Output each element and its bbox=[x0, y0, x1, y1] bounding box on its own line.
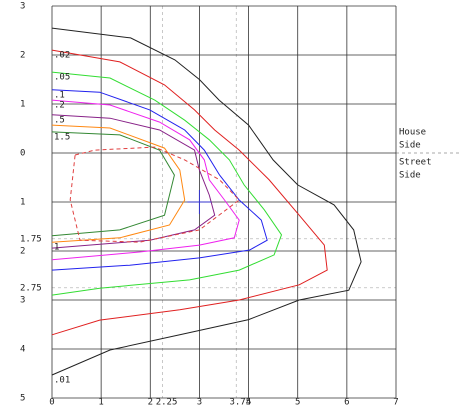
side-label: Side bbox=[399, 141, 421, 151]
contour-label: .2 bbox=[54, 101, 65, 111]
contour-label: .02 bbox=[54, 51, 70, 61]
contour-line bbox=[51, 27, 362, 376]
contour-line bbox=[51, 71, 283, 296]
contour-label: .5 bbox=[54, 115, 65, 125]
y-tick-label: 0 bbox=[20, 149, 25, 159]
x-tick-label: 6 bbox=[344, 398, 349, 405]
contour-line bbox=[51, 114, 216, 249]
x-tick-label: 2 bbox=[148, 398, 153, 405]
y-tick-label: 2 bbox=[20, 51, 25, 61]
side-label: Street bbox=[399, 158, 432, 168]
y-tick-label: 2.75 bbox=[20, 283, 42, 293]
y-tick-label: 1 bbox=[20, 198, 25, 208]
side-label: House bbox=[399, 128, 426, 138]
contour-line bbox=[69, 146, 240, 243]
y-tick-label: 1.75 bbox=[20, 234, 42, 244]
x-tick-label: 3 bbox=[197, 398, 202, 405]
x-tick-label: 5 bbox=[295, 398, 300, 405]
x-tick-label: 1 bbox=[98, 398, 103, 405]
x-tick-label: 7 bbox=[393, 398, 398, 405]
x-tick-label: 3.75 bbox=[229, 398, 251, 405]
y-tick-label: 3 bbox=[20, 296, 25, 306]
contour-label: .01 bbox=[54, 375, 70, 385]
contour-label: .05 bbox=[54, 73, 70, 83]
contour-label: 1.5 bbox=[54, 132, 70, 142]
y-tick-label: 3 bbox=[20, 2, 25, 12]
contour-line bbox=[51, 89, 268, 271]
x-tick-label: 2.25 bbox=[156, 398, 178, 405]
y-tick-label: 2 bbox=[20, 247, 25, 257]
y-tick-label: 4 bbox=[20, 345, 25, 355]
contour-line bbox=[51, 99, 240, 261]
y-tick-label: 1 bbox=[20, 100, 25, 110]
x-tick-label: 4 bbox=[246, 398, 251, 405]
x-tick-label: 0 bbox=[49, 398, 54, 405]
y-tick-label: 5 bbox=[20, 394, 25, 404]
contour-line bbox=[51, 124, 186, 243]
contour-line bbox=[51, 49, 328, 336]
contour-line bbox=[51, 131, 175, 237]
contour-label: 1 bbox=[54, 243, 59, 253]
side-label: Side bbox=[399, 171, 421, 181]
contour-label: .1 bbox=[54, 90, 65, 100]
